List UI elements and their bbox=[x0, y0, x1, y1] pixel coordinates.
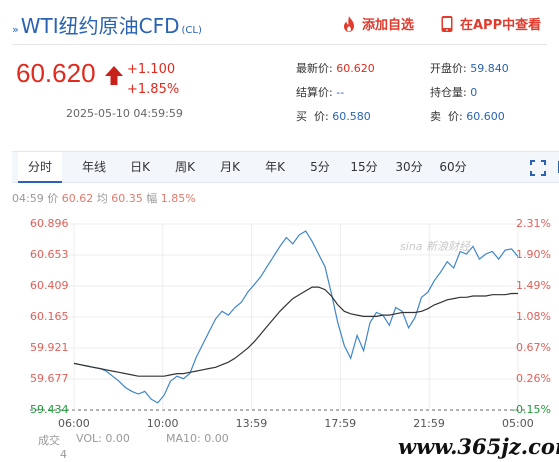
open-interest-field: 持仓量: 0 bbox=[430, 84, 477, 100]
open-price-label: 开盘价: bbox=[430, 62, 467, 75]
tab-30min[interactable]: 30分 bbox=[395, 160, 423, 174]
view-in-app-label: 在APP中查看 bbox=[460, 18, 542, 33]
tab-monthly-k[interactable]: 月K bbox=[220, 160, 240, 174]
y-pct-tick-label: 1.08% bbox=[516, 310, 551, 323]
sina-watermark: sina 新浪财经 bbox=[400, 240, 470, 253]
info-price: 60.62 bbox=[61, 192, 94, 205]
volume-label: 成交 4 bbox=[38, 432, 67, 461]
y-pct-tick-label: 2.31% bbox=[516, 217, 551, 230]
price-line bbox=[73, 230, 519, 404]
x-tick-label: 21:59 bbox=[413, 417, 445, 430]
x-tick-label: 05:00 bbox=[502, 417, 534, 430]
tab-60min[interactable]: 60分 bbox=[439, 160, 467, 174]
volume-title: 成交 bbox=[38, 434, 60, 447]
tab-weekly-k[interactable]: 周K bbox=[175, 160, 195, 174]
title-wrap: » WTI纽约原油CFD (CL) bbox=[12, 10, 202, 39]
info-time: 04:59 bbox=[12, 192, 44, 205]
phone-icon bbox=[441, 15, 453, 32]
y-pct-tick-label: 0.26% bbox=[516, 372, 551, 385]
latest-price-value: 60.620 bbox=[336, 62, 375, 75]
quote-datetime: 2025-05-10 04:59:59 bbox=[66, 107, 183, 120]
y-pct-tick-label: 1.49% bbox=[516, 279, 551, 292]
page-title-code: (CL) bbox=[181, 25, 202, 36]
ask-price-value: 60.600 bbox=[466, 110, 505, 123]
info-price-label: 价 bbox=[47, 192, 59, 205]
tab-5min[interactable]: 5分 bbox=[310, 160, 330, 174]
y-pct-tick-label: 0.67% bbox=[516, 341, 551, 354]
bid-price-value: 60.580 bbox=[332, 110, 371, 123]
open-price-value: 59.840 bbox=[470, 62, 509, 75]
page-title: WTI纽约原油CFD bbox=[20, 14, 180, 38]
ask-price-field: 卖 价: 60.600 bbox=[430, 108, 505, 124]
tab-intraday[interactable]: 分时 bbox=[18, 152, 62, 183]
y-pct-tick-label: 1.90% bbox=[516, 248, 551, 261]
add-favorite-button[interactable]: 添加自选 bbox=[340, 14, 414, 33]
ma10-value: MA10: 0.00 bbox=[166, 432, 229, 445]
x-tick-label: 06:00 bbox=[58, 417, 90, 430]
y-tick-label: 60.409 bbox=[30, 279, 69, 292]
y-tick-label: 60.165 bbox=[30, 310, 69, 323]
tab-daily-k[interactable]: 日K bbox=[130, 160, 150, 174]
bid-price-label: 买 价: bbox=[296, 110, 329, 123]
y-pct-tick-label: -0.15% bbox=[512, 403, 551, 416]
open-interest-value: 0 bbox=[470, 86, 478, 99]
info-avg: 60.35 bbox=[111, 192, 143, 205]
tab-year-line[interactable]: 年线 bbox=[81, 160, 106, 174]
double-chevron-icon: » bbox=[12, 23, 19, 36]
info-amp: 1.85% bbox=[160, 192, 196, 205]
y-tick-label: 60.653 bbox=[30, 248, 69, 261]
up-arrow-icon bbox=[105, 66, 123, 85]
y-tick-label: 60.896 bbox=[30, 217, 69, 230]
x-tick-label: 13:59 bbox=[235, 417, 268, 430]
info-amp-label: 幅 bbox=[146, 192, 158, 205]
latest-price-label: 最新价: bbox=[296, 62, 333, 75]
change-value: +1.100 bbox=[127, 62, 176, 77]
site-watermark: www.365jz.com bbox=[398, 434, 559, 459]
settle-price-label: 结算价: bbox=[296, 86, 333, 99]
intraday-chart[interactable] bbox=[0, 212, 559, 416]
current-price: 60.620 bbox=[16, 58, 96, 88]
tab-15min[interactable]: 15分 bbox=[350, 160, 378, 174]
average-line bbox=[73, 286, 518, 377]
view-in-app-button[interactable]: 在APP中查看 bbox=[438, 14, 541, 33]
fullscreen-icon[interactable] bbox=[530, 160, 546, 176]
vol-value: VOL: 0.00 bbox=[76, 432, 130, 445]
open-price-field: 开盘价: 59.840 bbox=[430, 60, 509, 76]
divider bbox=[12, 44, 547, 45]
header: » WTI纽约原油CFD (CL) 添加自选 在APP中查看 bbox=[0, 0, 559, 44]
info-avg-label: 均 bbox=[96, 192, 108, 205]
y-tick-label: 59.434 bbox=[30, 403, 69, 416]
chart-period-tabs: 分时 年线 日K 周K 月K 年K 5分 15分 30分 60分 bbox=[12, 151, 559, 183]
y-tick-label: 59.921 bbox=[30, 341, 69, 354]
open-interest-label: 持仓量: bbox=[430, 86, 467, 99]
fire-icon bbox=[344, 15, 354, 32]
change-percent: +1.85% bbox=[127, 82, 180, 97]
add-favorite-label: 添加自选 bbox=[362, 18, 415, 33]
ask-price-label: 卖 价: bbox=[430, 110, 463, 123]
bid-price-field: 买 价: 60.580 bbox=[296, 108, 371, 124]
crosshair-info: 04:59 价 60.62 均 60.35 幅 1.85% bbox=[12, 190, 196, 206]
settle-price-value: -- bbox=[336, 86, 345, 99]
x-tick-label: 17:59 bbox=[324, 417, 357, 430]
x-tick-label: 10:00 bbox=[146, 417, 179, 430]
tab-yearly-k[interactable]: 年K bbox=[265, 160, 285, 174]
volume-subtitle: 4 bbox=[60, 448, 67, 461]
y-tick-label: 59.677 bbox=[30, 372, 69, 385]
price-change: +1.100 +1.85% bbox=[127, 60, 179, 100]
latest-price-field: 最新价: 60.620 bbox=[296, 60, 375, 76]
price-block: 60.620 bbox=[16, 58, 123, 89]
settle-price-field: 结算价: -- bbox=[296, 84, 344, 100]
